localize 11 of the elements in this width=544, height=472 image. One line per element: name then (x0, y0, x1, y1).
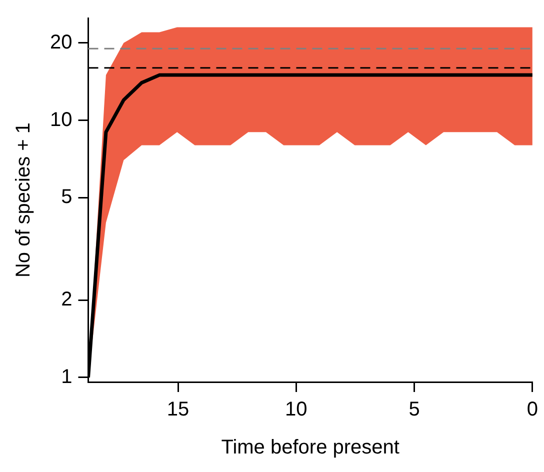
y-tick-label: 10 (50, 108, 72, 131)
x-tick-label: 0 (526, 398, 538, 421)
x-tick-label: 10 (285, 398, 308, 421)
x-tick-label: 15 (166, 398, 190, 421)
y-tick-label: 5 (61, 186, 72, 208)
y-tick-label: 2 (61, 288, 72, 311)
y-tick-label: 20 (50, 31, 72, 54)
y-tick-label: 1 (61, 366, 72, 388)
x-tick-label: 5 (408, 398, 420, 421)
y-axis-title: No of species + 1 (12, 122, 35, 278)
x-axis-title: Time before present (221, 436, 400, 459)
